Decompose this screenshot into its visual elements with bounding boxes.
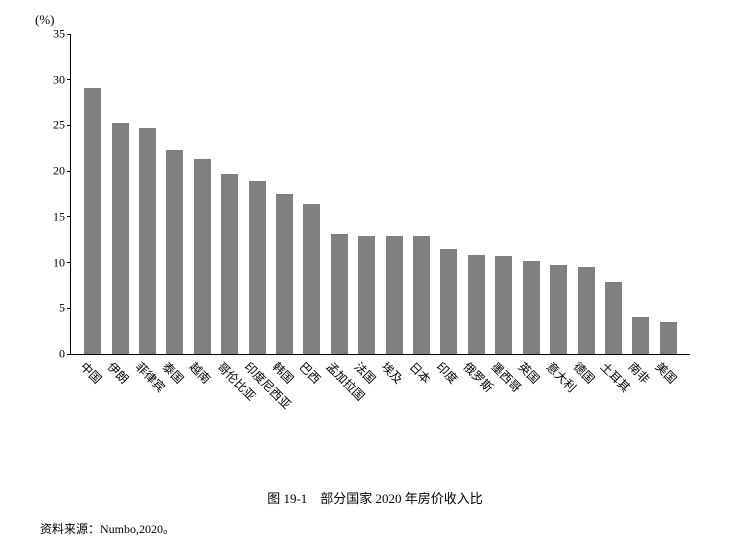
y-tick-label: 15 [53, 209, 65, 224]
bar [84, 88, 101, 354]
bar-slot: 南非 [627, 35, 654, 354]
y-tick-label: 30 [53, 72, 65, 87]
y-tick-label: 10 [53, 255, 65, 270]
y-tick [67, 125, 71, 126]
bar-slot: 泰国 [161, 35, 188, 354]
bar [249, 181, 266, 354]
source-line: 资料来源：Numbo,2020。 [40, 520, 175, 537]
bar [194, 159, 211, 354]
bar-slot: 美国 [655, 35, 682, 354]
bar [413, 236, 430, 354]
y-tick [67, 262, 71, 263]
bar-slot: 印度尼西亚 [243, 35, 270, 354]
bar [386, 236, 403, 354]
bar-slot: 中国 [79, 35, 106, 354]
bar [440, 249, 457, 354]
x-label: 中国 [76, 355, 108, 387]
bar-slot: 印度 [435, 35, 462, 354]
y-tick [67, 308, 71, 309]
bar [112, 123, 129, 354]
bar-slot: 伊朗 [106, 35, 133, 354]
y-tick-label: 5 [59, 301, 65, 316]
plot-area: 中国伊朗菲律宾泰国越南哥伦比亚印度尼西亚韩国巴西孟加拉国法国埃及日本印度俄罗斯墨… [70, 35, 690, 355]
x-label: 美国 [652, 355, 684, 387]
bar [605, 282, 622, 354]
bar-slot: 意大利 [545, 35, 572, 354]
bar-slot: 俄罗斯 [463, 35, 490, 354]
bar [523, 261, 540, 354]
y-tick [67, 34, 71, 35]
y-tick [67, 216, 71, 217]
bar-slot: 德国 [572, 35, 599, 354]
y-tick [67, 354, 71, 355]
x-label: 日本 [405, 355, 437, 387]
bar [578, 267, 595, 354]
bar-slot: 孟加拉国 [326, 35, 353, 354]
bar-slot: 墨西哥 [490, 35, 517, 354]
y-tick-label: 25 [53, 118, 65, 133]
bar-slot: 越南 [189, 35, 216, 354]
bar [660, 322, 677, 354]
bar-slot: 韩国 [271, 35, 298, 354]
y-tick [67, 171, 71, 172]
y-axis-unit: (%) [35, 12, 55, 28]
y-tick-label: 35 [53, 27, 65, 42]
x-label: 伊朗 [104, 355, 136, 387]
chart: 中国伊朗菲律宾泰国越南哥伦比亚印度尼西亚韩国巴西孟加拉国法国埃及日本印度俄罗斯墨… [70, 20, 690, 400]
bar [495, 256, 512, 354]
bars-container: 中国伊朗菲律宾泰国越南哥伦比亚印度尼西亚韩国巴西孟加拉国法国埃及日本印度俄罗斯墨… [71, 35, 690, 354]
bar [276, 194, 293, 354]
x-label: 越南 [186, 355, 218, 387]
bar [358, 236, 375, 354]
bar [550, 265, 567, 354]
bar [166, 150, 183, 354]
bar [632, 317, 649, 354]
figure-caption: 图 19-1 部分国家 2020 年房价收入比 [0, 488, 750, 507]
bar-slot: 英国 [518, 35, 545, 354]
x-label: 埃及 [378, 355, 410, 387]
y-tick-label: 20 [53, 164, 65, 179]
bar [139, 128, 156, 354]
bar-slot: 法国 [353, 35, 380, 354]
bar-slot: 土耳其 [600, 35, 627, 354]
bar-slot: 日本 [408, 35, 435, 354]
bar-slot: 哥伦比亚 [216, 35, 243, 354]
bar-slot: 埃及 [380, 35, 407, 354]
bar [303, 204, 320, 354]
y-tick-label: 0 [59, 347, 65, 362]
bar-slot: 巴西 [298, 35, 325, 354]
bar [221, 174, 238, 354]
bar [468, 255, 485, 354]
y-tick [67, 79, 71, 80]
x-label: 印度 [433, 355, 465, 387]
x-label: 巴西 [296, 355, 328, 387]
bar-slot: 菲律宾 [134, 35, 161, 354]
bar [331, 234, 348, 354]
